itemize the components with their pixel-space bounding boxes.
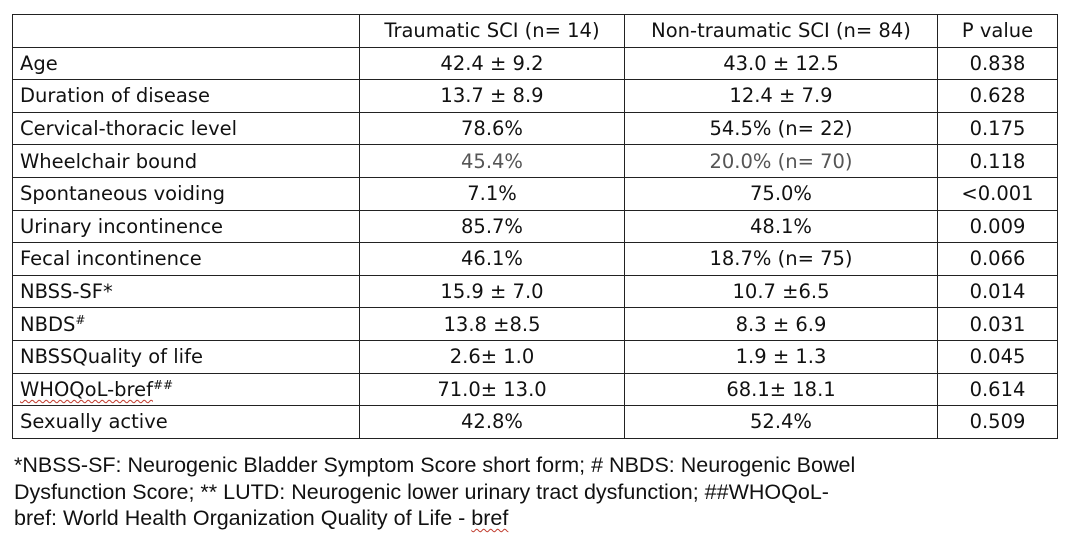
row-label-superscript: ## [152,377,174,392]
cell-traumatic: 13.8 ±8.5 [359,307,625,341]
results-table: Traumatic SCI (n= 14) Non-traumatic SCI … [12,14,1058,439]
row-label-text: Urinary incontinence [20,214,224,238]
cell-traumatic: 78.6% [359,111,625,146]
row-label: NBDS# [12,307,360,341]
footnote-line-3: bref: World Health Organization Quality … [14,505,1064,532]
table-row: Wheelchair bound 45.4% 20.0% (n= 70) 0.118 [12,144,1058,178]
cell-p-value: 0.045 [937,339,1058,374]
cell-nontraumatic: 20.0% (n= 70) [624,144,938,178]
cell-p-value: <0.001 [937,176,1058,211]
table-row: NBSS-SF* 15.9 ± 7.0 10.7 ±6.5 0.014 [12,274,1058,309]
cell-traumatic: 2.6± 1.0 [359,339,625,374]
table-row: Age 42.4 ± 9.2 43.0 ± 12.5 0.838 [12,46,1058,81]
cell-nontraumatic: 52.4% [624,405,938,439]
row-label: Fecal incontinence [12,242,360,276]
table-row: Sexually active 42.8% 52.4% 0.509 [12,405,1058,439]
table-row: NBDS# 13.8 ±8.5 8.3 ± 6.9 0.031 [12,307,1058,341]
row-label-text: Sexually active [20,410,168,434]
table-body: Age 42.4 ± 9.2 43.0 ± 12.5 0.838 Duration of… [12,46,1058,439]
header-traumatic: Traumatic SCI (n= 14) [359,14,625,48]
cell-p-value: 0.838 [937,46,1058,81]
cell-nontraumatic: 10.7 ±6.5 [624,274,938,309]
cell-traumatic: 7.1% [359,176,625,211]
cell-nontraumatic: 1.9 ± 1.3 [624,339,938,374]
footnote-line-1: *NBSS-SF: Neurogenic Bladder Symptom Sco… [14,453,856,477]
row-label: NBSS-SF* [12,274,360,309]
row-label-text: Wheelchair bound [20,149,198,173]
row-label-text: Spontaneous voiding [20,182,226,206]
cell-nontraumatic: 48.1% [624,209,938,244]
table-row: Fecal incontinence 46.1% 18.7% (n= 75) 0.06… [12,242,1058,276]
row-label: NBSSQuality of life [12,339,360,374]
row-label-superscript: # [75,312,86,327]
cell-traumatic: 42.4 ± 9.2 [359,46,625,81]
cell-p-value: 0.031 [937,307,1058,341]
results-table-container: Traumatic SCI (n= 14) Non-traumatic SCI … [12,14,1058,439]
cell-nontraumatic: 43.0 ± 12.5 [624,46,938,81]
row-label-text: NBSS-SF* [20,280,113,304]
row-label: WHOQoL-bref## [12,372,360,407]
cell-p-value: 0.118 [937,144,1058,178]
footnote-line-2: Dysfunction Score; ** LUTD: Neurogenic l… [14,479,829,504]
row-label: Spontaneous voiding [12,176,360,211]
row-label-text: Age [20,51,58,75]
row-label-text: Fecal incontinence [20,247,202,271]
table-row: NBSSQuality of life 2.6± 1.0 1.9 ± 1.3 0.04… [12,339,1058,374]
row-label-text: Duration of disease [20,84,210,108]
row-label-text: NBDS [20,312,76,336]
table-footnote: *NBSS-SF: Neurogenic Bladder Symptom Sco… [14,452,1064,532]
cell-p-value: 0.014 [937,274,1058,309]
row-label: Duration of disease [12,79,360,113]
row-label-text: NBSSQuality of life [20,345,203,369]
header-blank [12,14,360,48]
table-row: Spontaneous voiding 7.1% 75.0% <0.001 [12,176,1058,211]
cell-traumatic: 13.7 ± 8.9 [359,79,625,113]
footnote-line-3-text: bref: World Health Organization Quality … [14,506,472,530]
row-label: Urinary incontinence [12,209,360,244]
cell-nontraumatic: 8.3 ± 6.9 [624,307,938,341]
header-nontraumatic: Non-traumatic SCI (n= 84) [624,14,938,48]
cell-nontraumatic: 12.4 ± 7.9 [624,79,938,113]
row-label: Wheelchair bound [12,144,360,178]
cell-p-value: 0.509 [937,405,1058,439]
cell-traumatic: 42.8% [359,405,625,439]
row-label: Sexually active [12,405,360,439]
row-label: Age [12,46,360,81]
cell-nontraumatic: 54.5% (n= 22) [624,111,938,146]
row-label-text: WHOQoL-bref [20,377,153,401]
cell-traumatic: 15.9 ± 7.0 [359,274,625,309]
row-label-text: Cervical-thoracic level [20,117,238,141]
cell-nontraumatic: 68.1± 18.1 [624,372,938,407]
table-header-row: Traumatic SCI (n= 14) Non-traumatic SCI … [12,14,1058,48]
cell-p-value: 0.175 [937,111,1058,146]
cell-p-value: 0.066 [937,242,1058,276]
cell-p-value: 0.009 [937,209,1058,244]
table-row: Duration of disease 13.7 ± 8.9 12.4 ± 7.9 0… [12,79,1058,113]
footnote-bref-word: bref [471,506,509,530]
header-p-value: P value [937,14,1058,48]
cell-traumatic: 46.1% [359,242,625,276]
cell-p-value: 0.628 [937,79,1058,113]
cell-nontraumatic: 18.7% (n= 75) [624,242,938,276]
cell-p-value: 0.614 [937,372,1058,407]
table-row: Cervical-thoracic level 78.6% 54.5% (n= 22… [12,111,1058,146]
cell-nontraumatic: 75.0% [624,176,938,211]
table-row: WHOQoL-bref## 71.0± 13.0 68.1± 18.1 0.614 [12,372,1058,407]
table-row: Urinary incontinence 85.7% 48.1% 0.009 [12,209,1058,244]
cell-traumatic: 45.4% [359,144,625,178]
cell-traumatic: 85.7% [359,209,625,244]
row-label: Cervical-thoracic level [12,111,360,146]
cell-traumatic: 71.0± 13.0 [359,372,625,407]
